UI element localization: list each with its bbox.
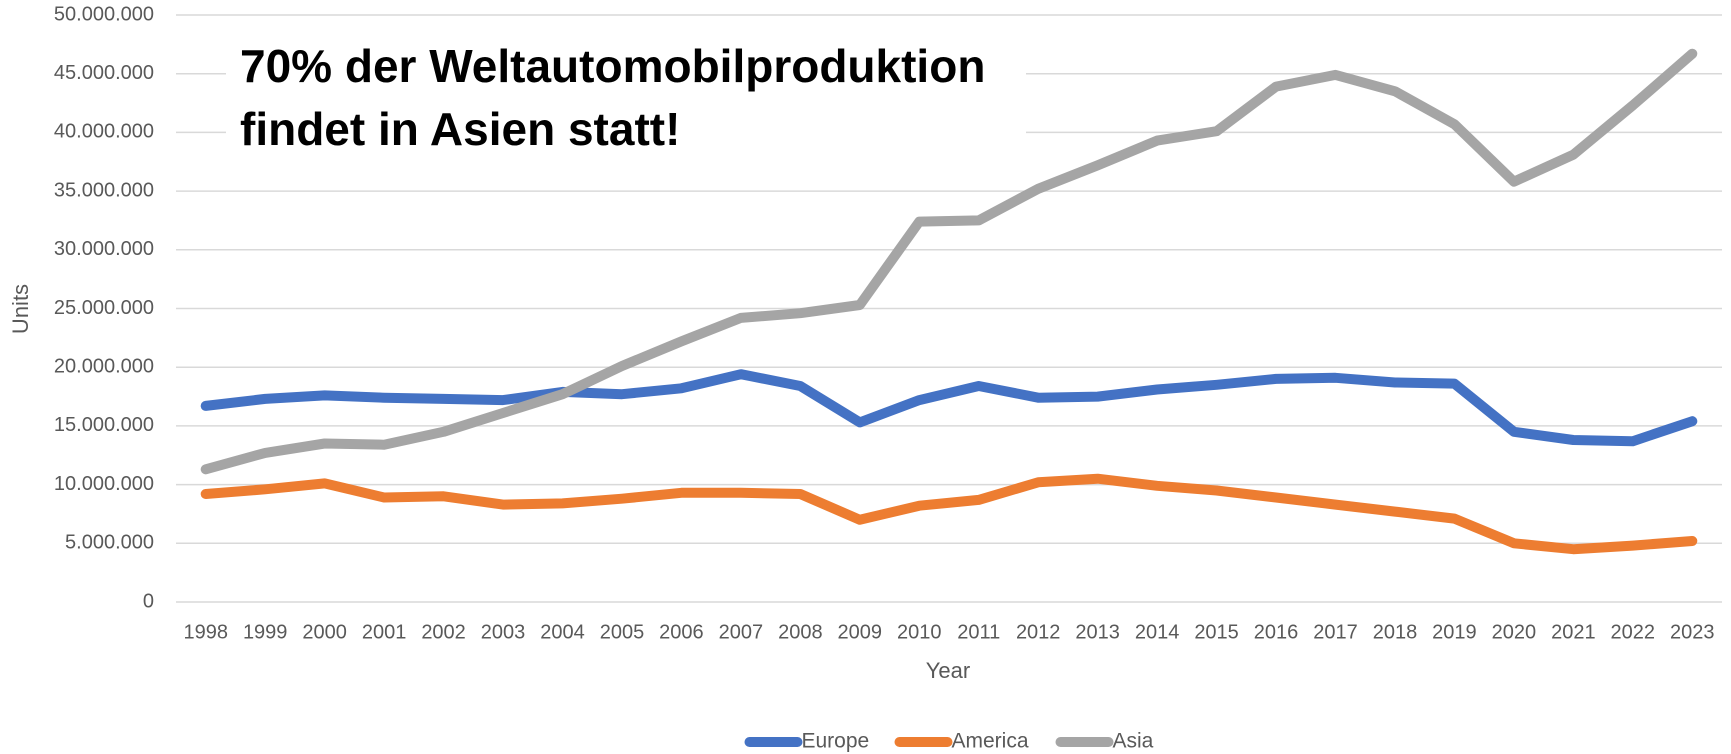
annotation-line: 70% der Weltautomobilproduktion bbox=[240, 40, 985, 92]
annotation-line: findet in Asien statt! bbox=[240, 103, 680, 155]
y-tick-label: 30.000.000 bbox=[54, 238, 154, 260]
y-tick-label: 15.000.000 bbox=[54, 414, 154, 436]
x-tick-label: 2019 bbox=[1432, 621, 1477, 643]
series-line bbox=[200, 369, 1698, 447]
x-tick-label: 2014 bbox=[1135, 621, 1180, 643]
x-tick-label: 2023 bbox=[1670, 621, 1715, 643]
x-tick-label: 2018 bbox=[1373, 621, 1418, 643]
legend-label: Asia bbox=[1113, 730, 1154, 753]
x-tick-label: 2013 bbox=[1075, 621, 1120, 643]
x-tick-label: 2001 bbox=[362, 621, 407, 643]
y-tick-label: 35.000.000 bbox=[54, 179, 154, 201]
x-tick-label: 2003 bbox=[481, 621, 526, 643]
x-tick-label: 2022 bbox=[1611, 621, 1656, 643]
x-tick-label: 2005 bbox=[600, 621, 645, 643]
y-tick-label: 20.000.000 bbox=[54, 355, 154, 377]
series-line bbox=[200, 473, 1698, 555]
y-tick-label: 45.000.000 bbox=[54, 62, 154, 84]
x-tick-label: 2008 bbox=[778, 621, 823, 643]
y-tick-label: 0 bbox=[143, 590, 154, 612]
x-tick-label: 2015 bbox=[1194, 621, 1239, 643]
lines bbox=[200, 48, 1698, 555]
y-tick-label: 40.000.000 bbox=[54, 121, 154, 143]
x-tick-label: 2016 bbox=[1254, 621, 1299, 643]
x-tick-label: 2002 bbox=[421, 621, 466, 643]
y-tick-label: 50.000.000 bbox=[54, 3, 154, 25]
legend-label: America bbox=[952, 730, 1029, 753]
x-axis-title: Year bbox=[926, 658, 970, 683]
y-tick-label: 5.000.000 bbox=[65, 532, 154, 554]
y-tick-label: 10.000.000 bbox=[54, 473, 154, 495]
x-tick-label: 2000 bbox=[302, 621, 347, 643]
x-tick-label: 1999 bbox=[243, 621, 288, 643]
y-tick-label: 25.000.000 bbox=[54, 297, 154, 319]
annotation-box bbox=[226, 44, 1026, 156]
x-tick-label: 2006 bbox=[659, 621, 704, 643]
x-tick-label: 2007 bbox=[719, 621, 764, 643]
x-tick-label: 2010 bbox=[897, 621, 942, 643]
legend-label: Europe bbox=[802, 730, 870, 753]
x-tick-label: 1998 bbox=[183, 621, 228, 643]
x-tick-label: 2021 bbox=[1551, 621, 1596, 643]
series-line bbox=[200, 48, 1698, 475]
x-tick-label: 2017 bbox=[1313, 621, 1358, 643]
x-tick-label: 2004 bbox=[540, 621, 585, 643]
x-tick-label: 2012 bbox=[1016, 621, 1061, 643]
y-axis-title: Units bbox=[8, 284, 33, 334]
x-tick-label: 2011 bbox=[957, 621, 1000, 643]
x-tick-label: 2020 bbox=[1492, 621, 1537, 643]
x-tick-label: 2009 bbox=[838, 621, 883, 643]
